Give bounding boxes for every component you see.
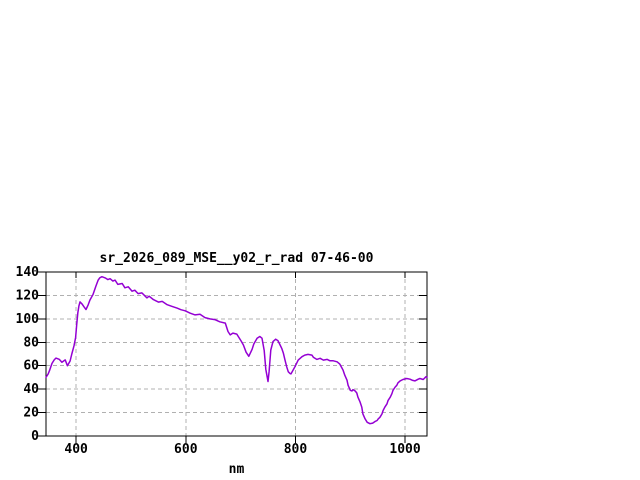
y-axis-labels: 0 20 40 60 80 100 120 140: [16, 265, 40, 444]
tick-marks: [38, 271, 427, 443]
y-tick-label: 0: [31, 429, 39, 444]
x-tick-label: 400: [64, 442, 88, 457]
plot-border: [45, 271, 428, 437]
y-tick-label: 100: [16, 312, 40, 327]
x-tick-label: 600: [174, 442, 198, 457]
grid-lines: [46, 272, 427, 436]
x-axis-title: nm: [229, 462, 245, 477]
spectrum-line: [45, 275, 428, 425]
y-tick-label: 20: [23, 406, 39, 421]
y-tick-label: 120: [16, 288, 40, 303]
x-axis-labels: 400 600 800 1000: [64, 442, 420, 457]
x-tick-label: 1000: [389, 442, 420, 457]
y-tick-label: 60: [23, 359, 39, 374]
y-tick-label: 80: [23, 335, 39, 350]
y-tick-label: 40: [23, 382, 39, 397]
chart-title: sr_2026_089_MSE__y02_r_rad 07-46-00: [100, 251, 374, 266]
y-tick-label: 140: [16, 265, 40, 280]
x-tick-label: 800: [284, 442, 308, 457]
